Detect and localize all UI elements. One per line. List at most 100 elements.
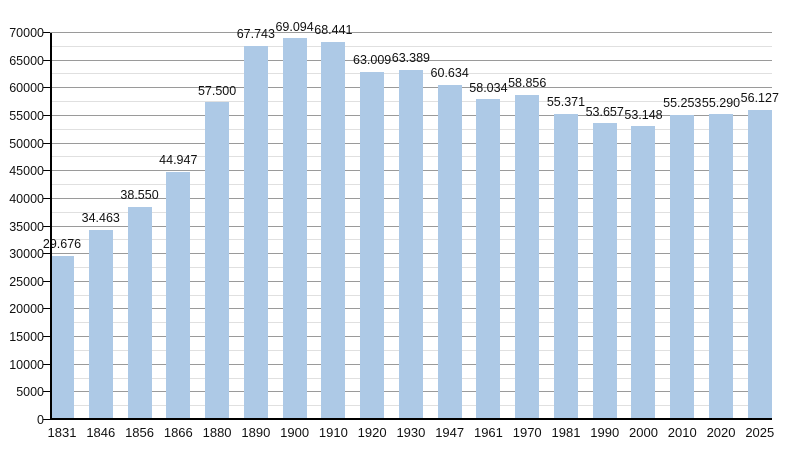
bar-slot: 29.676	[43, 33, 81, 420]
x-axis-tick-label: 1961	[473, 425, 503, 440]
y-axis-tick	[43, 142, 50, 144]
y-axis-tick	[43, 197, 50, 199]
bar-1846	[88, 229, 113, 420]
bar-slot: 56.127	[741, 33, 779, 420]
x-axis-tick-label: 1900	[280, 425, 310, 440]
bar-value-label: 58.034	[469, 80, 508, 95]
x-axis-tick-label: 1880	[202, 425, 232, 440]
x-axis-tick-label: 2020	[706, 425, 736, 440]
y-axis-tick-label: 0	[37, 413, 44, 427]
x-axis-tick-label: 2010	[667, 425, 697, 440]
y-axis-tick	[43, 253, 50, 255]
y-axis-tick	[43, 419, 50, 420]
bar-slot: 68.441	[314, 24, 352, 420]
bar-1890	[243, 45, 268, 420]
bar-slot: 57.500	[198, 33, 236, 420]
y-axis-tick-label: 50000	[9, 136, 44, 151]
bar-2020	[709, 114, 734, 420]
y-axis-tick	[43, 87, 50, 89]
bar-value-label: 69.094	[275, 19, 314, 34]
bar-slot: 63.389	[392, 33, 430, 420]
y-axis-tick	[43, 59, 50, 61]
y-axis-tick-label: 40000	[9, 191, 44, 206]
x-axis-tick-label: 1920	[357, 425, 387, 440]
bar-slot: 55.253	[663, 33, 701, 420]
bar-slot: 44.947	[159, 33, 197, 420]
bar-slot: 60.634	[431, 33, 469, 420]
y-axis-tick	[43, 170, 50, 172]
x-axis-tick-label: 1970	[512, 425, 542, 440]
y-axis-tick	[43, 336, 50, 338]
bar-1900	[282, 38, 307, 420]
bar-slot: 63.009	[353, 33, 391, 420]
bar-1831	[50, 255, 74, 420]
x-axis-line	[50, 418, 772, 420]
bar-value-label: 68.441	[314, 23, 353, 38]
y-axis-tick	[43, 114, 50, 116]
bar-1866	[166, 171, 191, 420]
bar-slot: 53.657	[586, 33, 624, 420]
bar-value-label: 55.371	[546, 95, 586, 110]
x-axis-tick-label: 1866	[163, 425, 193, 440]
y-axis-tick-label: 15000	[9, 330, 44, 345]
bar-value-label: 55.290	[701, 95, 741, 110]
bar-value-label: 44.947	[159, 153, 198, 167]
y-axis-tick	[43, 32, 50, 33]
y-axis-line	[50, 33, 52, 420]
x-axis-tick-label: 2025	[745, 425, 775, 440]
bar-value-label: 56.127	[740, 91, 779, 106]
x-axis-tick-label: 1831	[47, 425, 77, 440]
bar-slot: 34.463	[82, 33, 120, 420]
x-axis-tick-label: 1990	[590, 425, 620, 440]
x-axis-tick-label: 1947	[435, 425, 465, 440]
y-axis-tick-label: 20000	[9, 302, 44, 317]
y-axis-tick	[43, 280, 50, 282]
bar-value-label: 38.550	[120, 188, 159, 203]
bar-slot: 55.290	[702, 33, 740, 420]
y-axis-tick-label: 65000	[9, 53, 44, 68]
bar-1856	[127, 206, 152, 420]
bar-1981	[553, 113, 578, 420]
bar-2010	[670, 114, 695, 420]
y-axis-tick-label: 55000	[9, 108, 44, 123]
bar-2000	[631, 126, 656, 420]
y-axis-tick-label: 45000	[9, 164, 44, 179]
plot-area: 29.676 34.463 38.550 44.947 57.500 67.743 69.0…	[43, 20, 779, 420]
bar-1947	[437, 84, 462, 420]
x-axis-tick-label: 1910	[318, 425, 348, 440]
bar-value-label: 67.743	[236, 27, 275, 41]
y-axis-tick	[43, 391, 50, 393]
bar-value-label: 53.657	[585, 104, 624, 119]
bar-1930	[398, 69, 423, 420]
x-axis-tick-label: 1856	[125, 425, 154, 440]
major-gridline	[50, 32, 772, 33]
minor-gridline	[50, 45, 772, 47]
x-axis-tick-label: 1890	[241, 425, 271, 440]
y-axis-tick	[43, 225, 50, 227]
x-axis-tick-label: 1981	[551, 425, 581, 440]
bar-value-label: 57.500	[197, 83, 237, 98]
x-axis-tick-label: 2000	[629, 425, 658, 440]
bar-value-label: 55.253	[663, 96, 702, 110]
bar-slot: 69.094	[275, 20, 314, 420]
bar-1920	[360, 71, 385, 420]
bar-1880	[205, 102, 230, 420]
x-axis-labels: 1831 1846 1856 1866 1880 1890 1900 1910 1920 1930…	[47, 425, 775, 440]
bar-value-label: 29.676	[42, 237, 82, 252]
bar-slot: 67.743	[237, 28, 275, 420]
y-axis-tick-label: 35000	[9, 219, 44, 234]
y-axis-tick	[43, 308, 50, 310]
bar-1990	[592, 123, 617, 420]
bar-value-label: 63.009	[353, 53, 392, 68]
bar-1970	[515, 94, 540, 420]
bar-2025	[747, 109, 772, 420]
y-axis-tick-label: 5000	[16, 385, 44, 400]
x-axis-tick-label: 1930	[396, 425, 426, 440]
y-axis-tick-label: 60000	[9, 81, 44, 96]
y-axis-tick-label: 25000	[9, 274, 44, 289]
x-axis-tick-label: 1846	[86, 425, 116, 440]
bar-value-label: 63.389	[391, 51, 431, 65]
bar-slot: 38.550	[120, 33, 159, 420]
bar-slot: 58.034	[469, 33, 508, 420]
